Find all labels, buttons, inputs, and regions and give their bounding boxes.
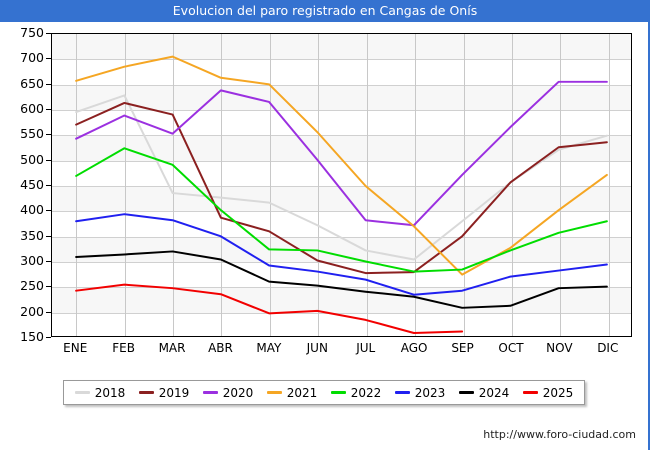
legend-item-2023[interactable]: 2023 <box>394 385 446 400</box>
source-url: http://www.foro-ciudad.com <box>483 428 636 441</box>
y-axis-tick <box>46 261 51 262</box>
window-title-bar: Evolucion del paro registrado en Cangas … <box>0 0 650 22</box>
y-axis-tick-label: 750 <box>20 25 44 40</box>
y-axis-tick <box>46 58 51 60</box>
series-lines <box>75 55 608 334</box>
y-axis-tick <box>46 33 51 34</box>
y-axis-tick-label: 250 <box>20 278 44 294</box>
legend-swatch-icon <box>74 391 90 394</box>
y-axis-tick <box>46 286 51 288</box>
y-axis-tick-label: 650 <box>20 75 44 91</box>
y-axis-tick <box>46 134 51 136</box>
legend-label: 2024 <box>478 385 510 400</box>
series-line-2025 <box>75 283 464 334</box>
x-axis-tick-label: ABR <box>208 341 233 355</box>
legend-swatch-icon <box>458 391 474 394</box>
x-axis-tick-label: DIC <box>597 341 619 355</box>
y-axis-tick-label: 450 <box>20 177 44 192</box>
y-axis-tick <box>46 337 51 338</box>
legend-item-2018[interactable]: 2018 <box>74 385 126 400</box>
page-title: Evolucion del paro registrado en Cangas … <box>172 3 478 18</box>
legend-item-2024[interactable]: 2024 <box>458 385 510 400</box>
x-axis-tick-label: OCT <box>498 341 524 355</box>
chart-legend: 2018 2019 2020 2021 2022 2023 2024 2025 <box>63 380 585 405</box>
legend-item-2020[interactable]: 2020 <box>202 385 254 400</box>
legend-item-2021[interactable]: 2021 <box>266 385 318 400</box>
x-axis-tick-label: FEB <box>112 341 135 355</box>
y-axis-tick <box>46 235 51 237</box>
y-axis-tick <box>46 83 51 85</box>
legend-label: 2021 <box>286 385 318 400</box>
x-axis-tick-label: MAR <box>158 341 186 355</box>
y-axis-tick-label: 600 <box>20 101 44 116</box>
y-axis-tick <box>46 185 51 186</box>
series-line-2020 <box>75 80 608 227</box>
y-axis-tick-label: 150 <box>20 329 44 344</box>
legend-item-2019[interactable]: 2019 <box>138 385 190 400</box>
y-axis-tick-label: 500 <box>20 151 44 167</box>
x-axis-tick-label: AGO <box>400 341 428 355</box>
x-axis-tick-label: JUL <box>356 341 376 355</box>
y-axis-tick-label: 400 <box>20 202 44 218</box>
series-line-2023 <box>75 213 608 296</box>
legend-swatch-icon <box>266 391 282 394</box>
y-axis-tick-label: 200 <box>20 303 44 319</box>
y-axis-tick-label: 300 <box>20 253 44 268</box>
y-axis-tick <box>46 109 51 110</box>
series-line-2019 <box>75 101 608 275</box>
y-axis-tick <box>46 311 51 313</box>
x-axis-tick-label: JUN <box>306 341 328 355</box>
x-axis-tick-label: ENE <box>63 341 88 355</box>
plot-area <box>51 33 632 337</box>
legend-label: 2023 <box>414 385 446 400</box>
legend-label: 2022 <box>350 385 382 400</box>
legend-item-2022[interactable]: 2022 <box>330 385 382 400</box>
legend-item-2025[interactable]: 2025 <box>522 385 574 400</box>
legend-swatch-icon <box>394 391 410 394</box>
y-axis-tick-label: 700 <box>20 50 44 66</box>
legend-swatch-icon <box>522 391 538 394</box>
y-axis-tick-label: 550 <box>20 126 44 142</box>
legend-swatch-icon <box>330 391 346 394</box>
series-line-2022 <box>75 147 608 273</box>
x-axis-tick-label: SEP <box>451 341 474 355</box>
legend-label: 2019 <box>158 385 190 400</box>
y-axis-tick <box>46 159 51 161</box>
x-axis-tick-label: NOV <box>546 341 573 355</box>
legend-swatch-icon <box>202 391 218 394</box>
legend-label: 2025 <box>542 385 574 400</box>
y-axis-tick <box>46 210 51 212</box>
legend-label: 2020 <box>222 385 254 400</box>
legend-label: 2018 <box>94 385 126 400</box>
y-axis-tick-label: 350 <box>20 227 44 243</box>
series-line-2021 <box>75 55 608 276</box>
series-line-2024 <box>75 250 608 309</box>
legend-swatch-icon <box>138 391 154 394</box>
x-axis-tick-label: MAY <box>256 341 282 355</box>
